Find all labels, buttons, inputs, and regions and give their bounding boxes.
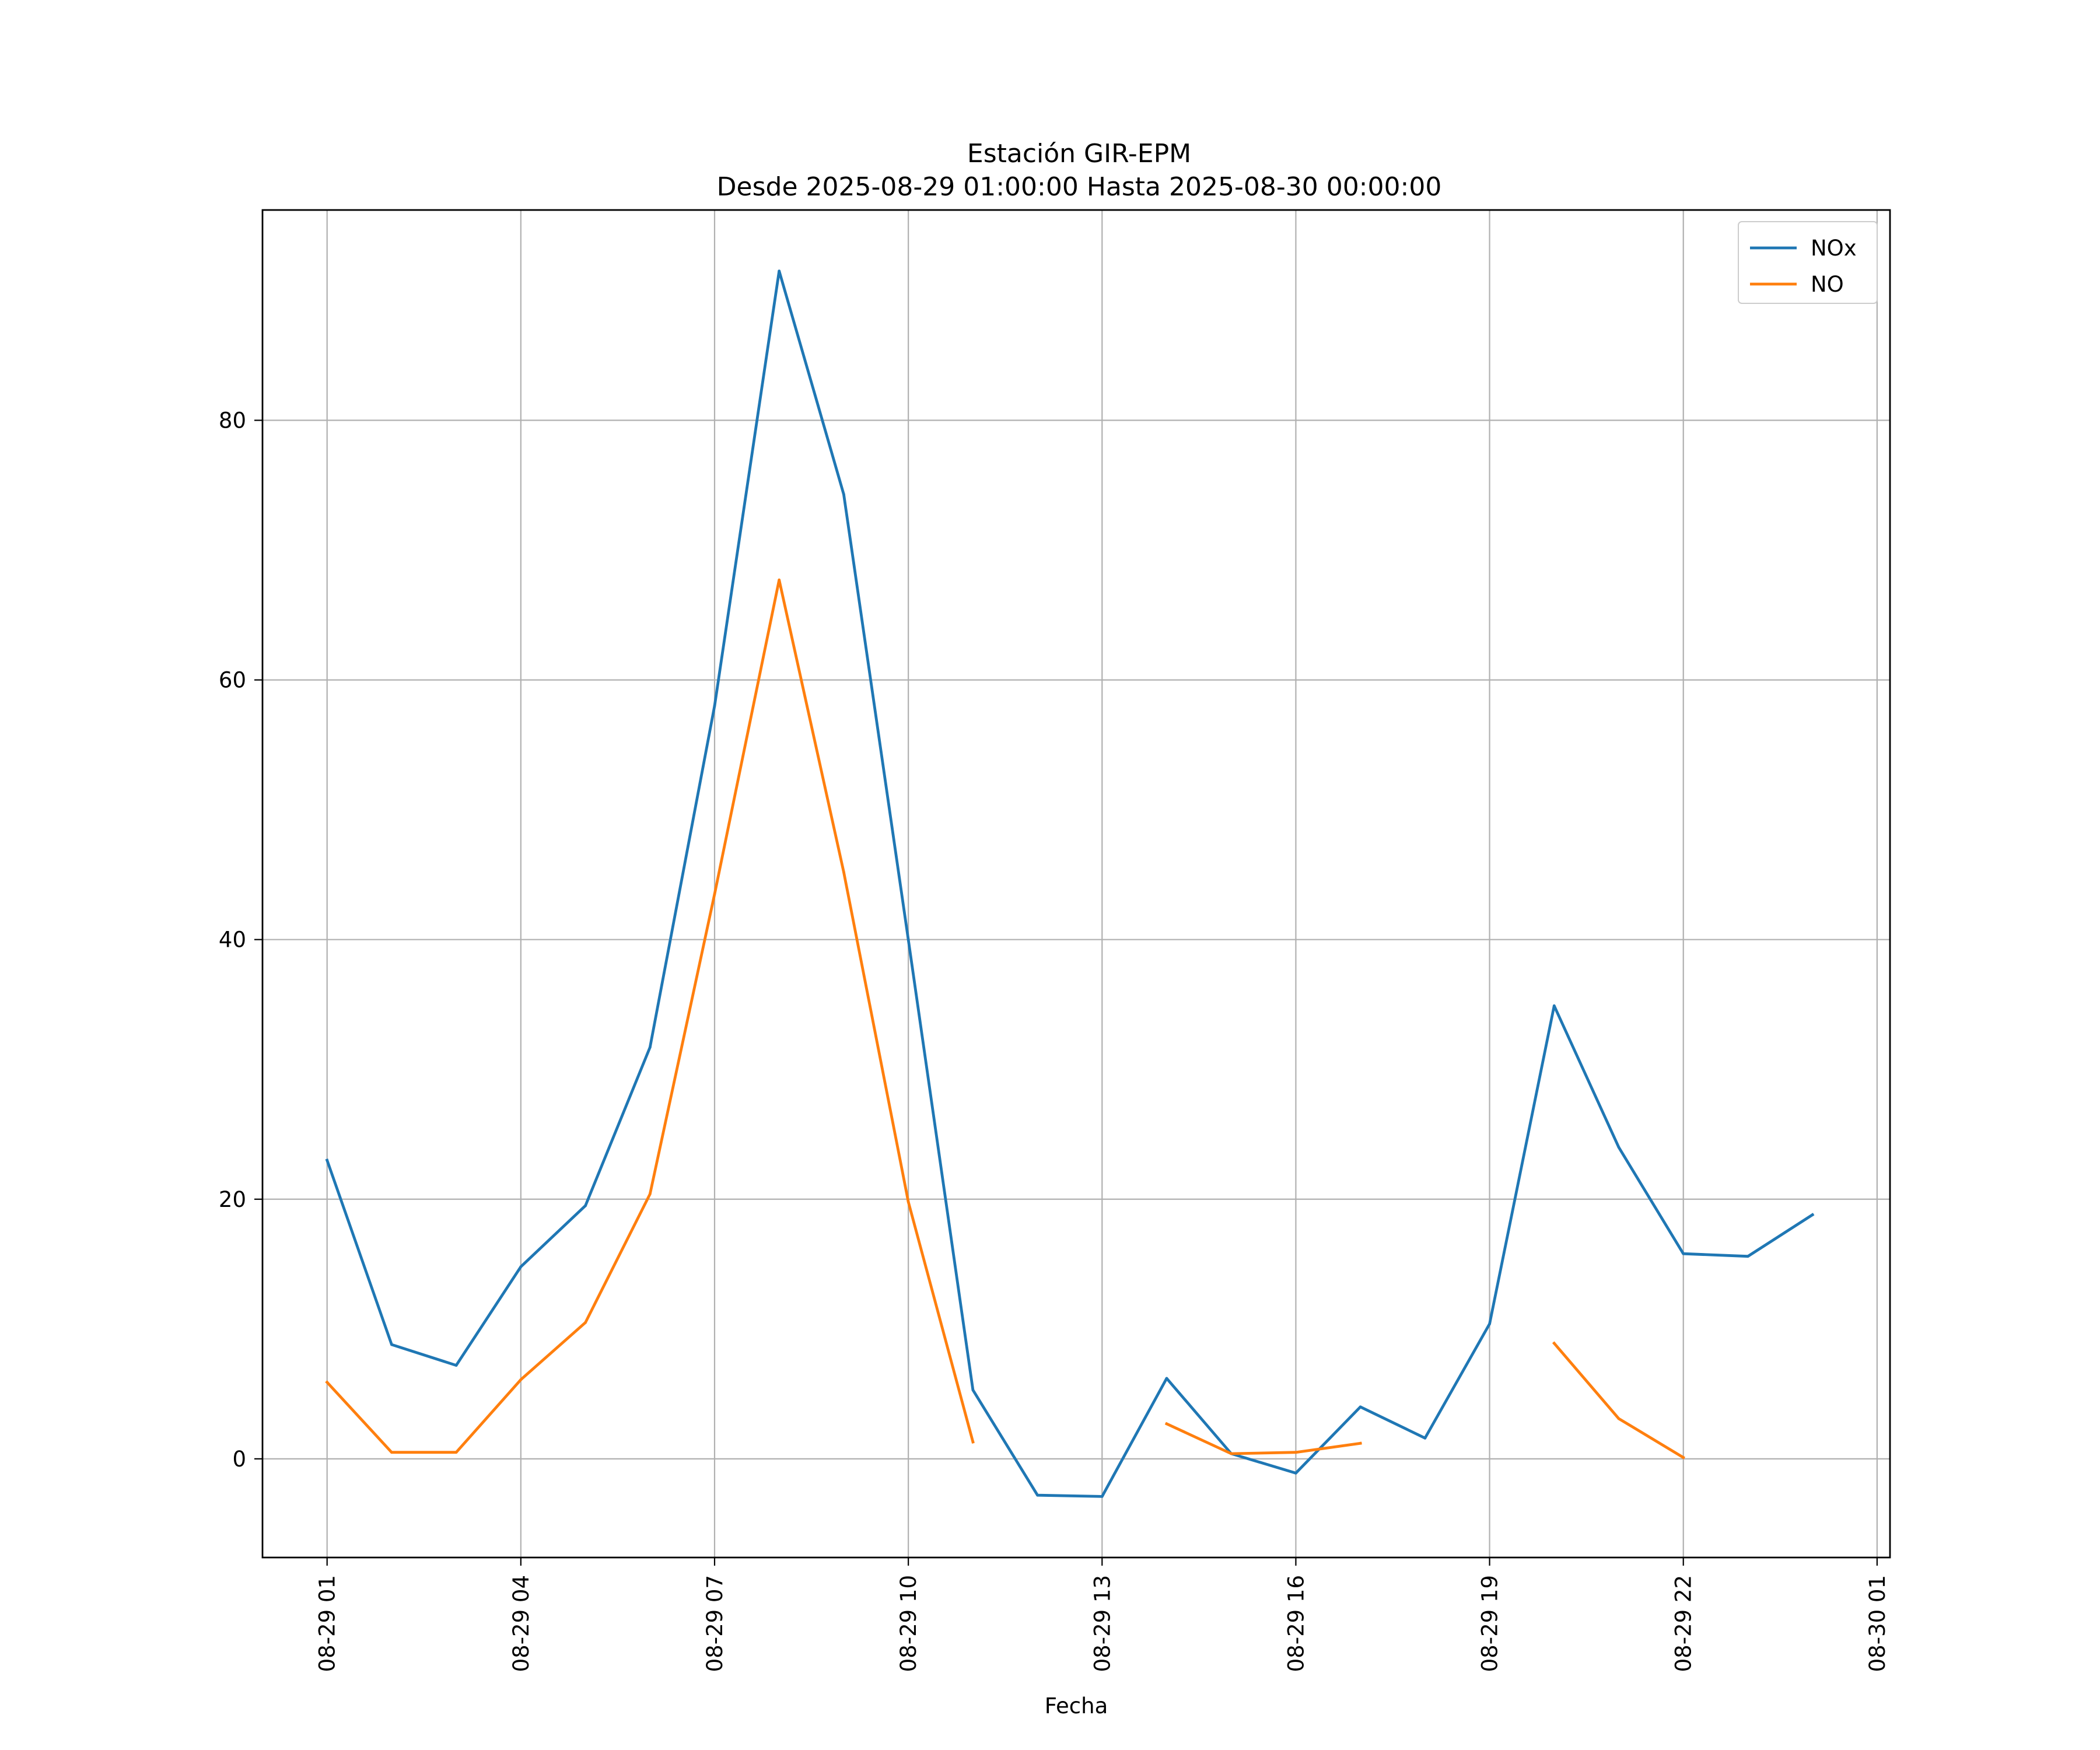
- x-axis-label: Fecha: [1045, 1693, 1108, 1718]
- chart-subtitle: Desde 2025-08-29 01:00:00 Hasta 2025-08-…: [717, 172, 1442, 202]
- legend-label-nox: NOx: [1811, 236, 1857, 261]
- x-tick-label-4: 08-29 13: [1090, 1575, 1115, 1672]
- point-no-9: [907, 1200, 910, 1203]
- point-nox-3: [519, 1265, 523, 1268]
- y-tick-label-3: 60: [219, 668, 246, 693]
- point-no-20: [1617, 1417, 1620, 1420]
- series-group: [325, 270, 1815, 1498]
- point-nox-15: [1294, 1471, 1297, 1475]
- legend-item-nox: NOx: [1750, 236, 1857, 261]
- plot-frame: [261, 209, 1891, 1559]
- y-tick-label-4: 80: [219, 408, 246, 433]
- chart-title: Estación GIR-EPM: [967, 139, 1191, 169]
- point-nox-9: [907, 938, 910, 942]
- chart-title-group: Estación GIR-EPM Desde 2025-08-29 01:00:…: [717, 139, 1442, 202]
- point-no-4: [584, 1321, 587, 1324]
- y-axis: 0 20 40 60 80: [219, 408, 262, 1472]
- point-nox-5: [648, 1046, 652, 1049]
- point-no-19: [1552, 1342, 1556, 1345]
- point-no-3: [519, 1378, 523, 1381]
- x-tick-label-6: 08-29 19: [1478, 1575, 1503, 1672]
- point-nox-20: [1617, 1146, 1620, 1149]
- point-nox-13: [1165, 1377, 1168, 1380]
- point-nox-18: [1488, 1322, 1492, 1325]
- series-line-no: [325, 578, 1685, 1460]
- point-nox-10: [971, 1388, 975, 1392]
- point-no-7: [778, 578, 781, 582]
- y-tick-label-0: 0: [232, 1447, 246, 1472]
- x-tick-label-2: 08-29 07: [702, 1575, 727, 1672]
- point-no-21: [1682, 1456, 1685, 1460]
- point-no-6: [713, 892, 716, 896]
- point-nox-4: [584, 1204, 587, 1208]
- point-nox-23: [1811, 1213, 1814, 1216]
- point-nox-16: [1359, 1405, 1362, 1409]
- point-nox-21: [1682, 1252, 1685, 1255]
- point-no-10: [971, 1440, 975, 1444]
- legend: NOx NO: [1738, 221, 1878, 304]
- x-tick-label-7: 08-29 22: [1671, 1575, 1696, 1672]
- point-nox-19: [1552, 1004, 1556, 1007]
- point-nox-11: [1036, 1493, 1039, 1497]
- point-nox-22: [1746, 1255, 1749, 1258]
- legend-box: [1738, 221, 1878, 304]
- x-tick-label-3: 08-29 10: [896, 1575, 921, 1672]
- x-axis: 08-29 01 08-29 04 08-29 07 08-29 10 08-29 13…: [315, 1558, 1890, 1672]
- point-no-5: [648, 1192, 652, 1196]
- point-no-2: [454, 1451, 458, 1454]
- grid: [262, 210, 1890, 1558]
- point-nox-7: [778, 270, 781, 272]
- point-nox-6: [713, 704, 716, 708]
- point-no-13: [1165, 1422, 1168, 1426]
- x-tick-label-0: 08-29 01: [315, 1575, 340, 1672]
- legend-item-no: NO: [1750, 272, 1844, 297]
- point-nox-0: [326, 1158, 329, 1162]
- series-no: [325, 578, 1685, 1460]
- y-tick-label-1: 20: [219, 1187, 246, 1212]
- point-no-0: [326, 1381, 329, 1384]
- point-nox-17: [1423, 1436, 1427, 1440]
- point-no-14: [1230, 1452, 1233, 1455]
- series-line-nox: [325, 270, 1815, 1498]
- point-no-8: [842, 870, 845, 874]
- x-tick-label-5: 08-29 16: [1283, 1575, 1308, 1672]
- point-nox-2: [454, 1364, 458, 1367]
- point-no-15: [1294, 1451, 1297, 1454]
- x-tick-label-8: 08-30 01: [1865, 1575, 1890, 1672]
- point-nox-12: [1100, 1495, 1104, 1498]
- point-nox-1: [390, 1343, 393, 1346]
- point-no-16: [1359, 1441, 1362, 1445]
- point-nox-8: [842, 493, 845, 496]
- y-tick-label-2: 40: [219, 928, 246, 953]
- legend-label-no: NO: [1811, 272, 1844, 297]
- series-nox: [325, 270, 1815, 1498]
- x-tick-label-1: 08-29 04: [509, 1575, 534, 1672]
- point-no-1: [390, 1451, 393, 1454]
